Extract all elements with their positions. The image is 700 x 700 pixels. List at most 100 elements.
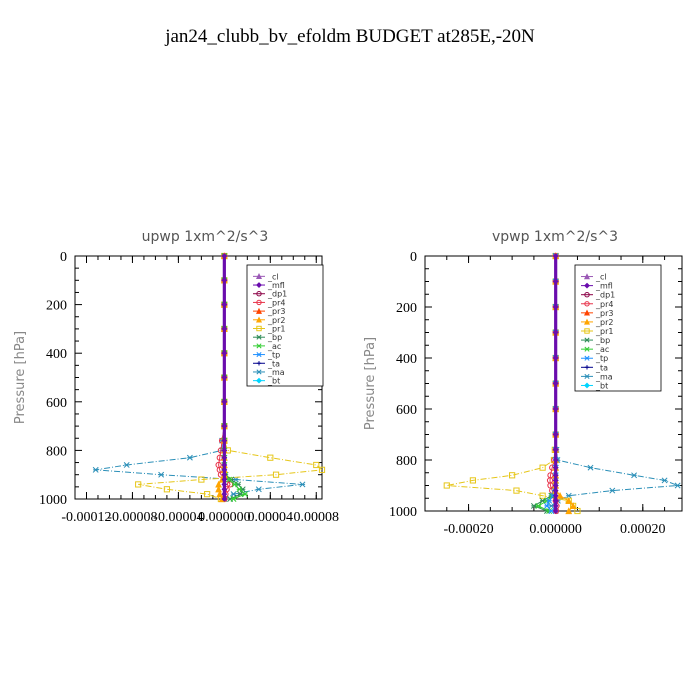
legend-box bbox=[574, 264, 662, 392]
data-point-ma bbox=[255, 486, 262, 493]
legend: _cl_mfl_dp1_pr4_pr3_pr2_pr1_bp_ac_tp_ta_… bbox=[246, 264, 324, 387]
y-tick-label: 200 bbox=[396, 301, 417, 316]
figure-title: jan24_clubb_bv_efoldm BUDGET at285E,-20N bbox=[164, 26, 535, 47]
legend-marker bbox=[584, 328, 590, 334]
data-point-pr1 bbox=[204, 491, 211, 498]
data-point-tp bbox=[546, 497, 553, 504]
data-point-pr1 bbox=[443, 482, 450, 489]
legend-label: _tp bbox=[267, 351, 280, 360]
data-point-ma bbox=[158, 471, 165, 478]
legend-label: _pr1 bbox=[595, 327, 613, 336]
data-point-mfl bbox=[221, 253, 228, 259]
legend-marker bbox=[584, 282, 590, 289]
data-point-pr2 bbox=[556, 491, 564, 499]
legend-marker bbox=[256, 343, 262, 349]
series-line-bp bbox=[532, 256, 557, 512]
data-point-ac bbox=[242, 491, 248, 498]
legend-marker bbox=[256, 352, 262, 358]
data-point-mfl bbox=[552, 457, 559, 463]
legend-marker bbox=[583, 273, 591, 280]
y-tick-label: 0 bbox=[60, 250, 67, 265]
data-point-ac bbox=[231, 481, 238, 488]
legend-marker bbox=[256, 334, 262, 340]
legend-marker bbox=[256, 299, 262, 306]
data-point-pr2 bbox=[565, 497, 573, 504]
legend-marker bbox=[256, 291, 262, 297]
data-point-pr1 bbox=[272, 471, 280, 478]
legend-label: _ac bbox=[267, 342, 281, 351]
legend-label: _bt bbox=[595, 381, 608, 390]
legend-marker bbox=[584, 301, 590, 307]
data-point-mfl bbox=[221, 374, 228, 381]
data-point-ma bbox=[661, 477, 668, 484]
legend-marker bbox=[584, 373, 590, 379]
data-point-pr2 bbox=[216, 490, 224, 498]
data-point-bp bbox=[530, 502, 537, 509]
legend-label: _cl bbox=[595, 273, 607, 282]
y-axis-label: Pressure [hPa] bbox=[363, 337, 378, 430]
data-point-pr2 bbox=[215, 485, 223, 493]
legend-label: _ma bbox=[267, 368, 285, 377]
data-point-mfl bbox=[552, 446, 559, 453]
data-point-mfl bbox=[221, 437, 228, 444]
data-point-ma bbox=[587, 464, 594, 471]
data-point-mfl bbox=[552, 406, 559, 412]
data-point-mfl bbox=[552, 304, 559, 310]
data-point-pr1 bbox=[509, 472, 516, 479]
legend-marker bbox=[255, 307, 263, 314]
legend-label: _dp1 bbox=[267, 290, 287, 299]
legend-label: _ta bbox=[267, 359, 280, 368]
legend-label: _pr4 bbox=[267, 298, 285, 307]
legend-label: _bp bbox=[267, 333, 282, 342]
data-point-mfl bbox=[221, 277, 228, 284]
vpwp-chart-panel: vpwp 1xm^2/s^3 Pressure [hPa] 0 200 400 600 80… bbox=[363, 229, 683, 537]
y-tick-label: 1000 bbox=[389, 505, 417, 520]
data-point-ma bbox=[565, 492, 572, 499]
x-tick-label: -0.00012 bbox=[61, 510, 111, 525]
legend-marker bbox=[584, 291, 590, 298]
legend-label: _ac bbox=[595, 345, 609, 354]
data-point-mfl bbox=[552, 253, 559, 259]
data-point-pr1 bbox=[198, 476, 205, 483]
data-point-ma bbox=[609, 487, 616, 494]
data-point-mfl bbox=[552, 278, 559, 285]
y-tick-label: 600 bbox=[46, 396, 67, 411]
data-point-pr1 bbox=[267, 454, 274, 461]
data-point-mfl bbox=[552, 464, 559, 471]
data-point-ac bbox=[236, 486, 243, 493]
legend-label: _mfl bbox=[267, 281, 285, 290]
data-point-ma bbox=[186, 454, 193, 461]
data-point-tp bbox=[544, 502, 550, 509]
data-point-ma bbox=[299, 481, 306, 488]
y-tick-label: 400 bbox=[46, 347, 67, 362]
data-point-ma bbox=[92, 466, 99, 473]
data-point-pr1 bbox=[163, 486, 171, 493]
data-point-mfl bbox=[221, 447, 228, 454]
data-point-mfl bbox=[552, 380, 559, 387]
data-point-pr1 bbox=[135, 481, 142, 488]
data-point-mfl bbox=[221, 423, 228, 430]
x-tick-label: -0.00008 bbox=[107, 510, 157, 525]
data-point-mfl bbox=[552, 355, 559, 361]
x-tick-label: -0.00020 bbox=[443, 522, 493, 537]
legend-label: _bt bbox=[267, 377, 280, 386]
legend-marker bbox=[584, 365, 590, 370]
y-tick-label: 1000 bbox=[39, 493, 67, 508]
legend-marker bbox=[584, 346, 590, 352]
legend-marker bbox=[256, 377, 262, 384]
legend-label: _ta bbox=[595, 363, 608, 372]
x-tick-label: 0.000000 bbox=[529, 522, 582, 537]
legend-label: _mfl bbox=[595, 282, 613, 291]
legend-label: _bp bbox=[595, 336, 610, 345]
y-tick-label: 600 bbox=[396, 403, 417, 418]
legend-label: _pr4 bbox=[595, 300, 613, 309]
data-point-pr1 bbox=[469, 477, 477, 484]
data-point-mfl bbox=[221, 350, 228, 357]
series-line-pr1 bbox=[446, 256, 578, 512]
legend-marker bbox=[584, 382, 590, 389]
data-point-pr1 bbox=[539, 464, 546, 471]
data-point-ac bbox=[535, 502, 542, 509]
data-point-pr1 bbox=[513, 487, 520, 494]
data-point-mfl bbox=[552, 508, 559, 514]
